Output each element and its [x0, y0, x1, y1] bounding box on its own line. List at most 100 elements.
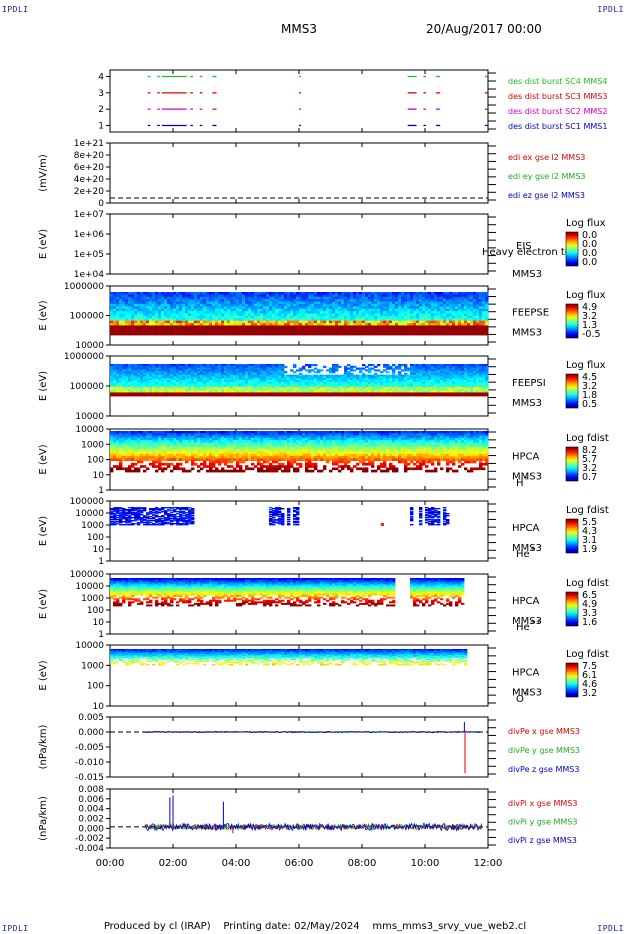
- spectrogram-cell: [314, 325, 318, 329]
- spectrogram-cell: [203, 388, 207, 392]
- spectrogram-cell: [449, 299, 453, 302]
- spectrogram-cell: [368, 301, 372, 305]
- spectrogram-cell: [197, 308, 201, 312]
- spectrogram-cell: [173, 364, 177, 367]
- spectrogram-cell: [413, 327, 417, 331]
- spectrogram-cell: [248, 371, 252, 374]
- spectrogram-cell: [458, 327, 462, 331]
- spectrogram-cell: [260, 306, 264, 310]
- spectrogram-cell: [191, 306, 195, 310]
- spectrogram-cell: [350, 292, 354, 295]
- spectrogram-cell: [131, 296, 135, 300]
- spectrogram-cell: [269, 306, 273, 310]
- spectrogram-cell: [236, 296, 240, 300]
- spectrogram-cell: [440, 378, 444, 381]
- spectrogram-cell: [266, 318, 270, 322]
- spectrogram-cell: [470, 392, 474, 395]
- spectrogram-cell: [455, 381, 459, 384]
- spectrogram-cell: [293, 327, 297, 331]
- spectrogram-cell: [203, 296, 207, 300]
- spectrogram-cell: [137, 387, 141, 390]
- spectrogram-cell: [404, 385, 408, 388]
- spectrogram-cell: [434, 394, 438, 397]
- spectrogram-cell: [431, 323, 435, 326]
- spectrogram-cell: [326, 383, 330, 386]
- spectrogram-cell: [137, 381, 141, 384]
- spectrogram-cell: [293, 392, 297, 395]
- spectrogram-cell: [134, 437, 138, 441]
- spectrogram-cell: [191, 372, 195, 376]
- spectrogram-cell: [164, 371, 168, 374]
- spectrogram-cell: [128, 372, 132, 376]
- spectrogram-cell: [467, 301, 471, 305]
- spectrogram-cell: [146, 433, 150, 436]
- spectrogram-cell: [269, 308, 273, 312]
- spectrogram-cell: [110, 390, 114, 393]
- spectrogram-cell: [296, 383, 300, 386]
- spectrogram-cell: [149, 392, 153, 395]
- spectrogram-cell: [470, 327, 474, 331]
- spectrogram-cell: [251, 294, 255, 298]
- spectrogram-cell: [197, 390, 201, 393]
- spectrogram-cell: [281, 387, 285, 390]
- spectrogram-cell: [425, 385, 429, 388]
- spectrogram-cell: [314, 380, 318, 383]
- spectrogram-cell: [140, 306, 144, 310]
- spectrogram-cell: [179, 308, 183, 312]
- spectrogram-cell: [476, 374, 480, 377]
- spectrogram-cell: [317, 301, 321, 305]
- spectrogram-cell: [221, 378, 225, 381]
- spectrogram-cell: [137, 371, 141, 374]
- spectrogram-cell: [251, 311, 255, 314]
- spectrogram-cell: [464, 332, 468, 336]
- spectrogram-cell: [284, 376, 288, 379]
- spectrogram-cell: [320, 318, 324, 322]
- spectrogram-cell: [341, 383, 345, 386]
- spectrogram-cell: [398, 372, 402, 376]
- spectrogram-cell: [260, 299, 264, 302]
- spectrogram-cell: [242, 392, 246, 395]
- spectrogram-cell: [194, 315, 198, 319]
- spectrogram-cell: [293, 325, 297, 329]
- spectrogram-cell: [365, 385, 369, 388]
- spectrogram-cell: [425, 323, 429, 326]
- spectrogram-cell: [350, 380, 354, 383]
- spectrogram-cell: [158, 292, 162, 295]
- spectrogram-cell: [401, 325, 405, 329]
- spectrogram-cell: [161, 458, 165, 462]
- spectrogram-cell: [179, 372, 183, 376]
- spectrogram-cell: [437, 387, 441, 390]
- spectrogram-cell: [239, 303, 243, 307]
- spectrogram-cell: [413, 301, 417, 305]
- spectrogram-cell: [362, 394, 366, 397]
- spectrogram-cell: [263, 306, 267, 310]
- spectrogram-cell: [467, 330, 471, 334]
- spectrogram-cell: [431, 296, 435, 300]
- spectrogram-cell: [290, 388, 294, 392]
- spectrogram-cell: [443, 320, 447, 324]
- spectrogram-cell: [377, 364, 381, 367]
- spectrogram-cell: [347, 364, 351, 367]
- spectrogram-cell: [416, 313, 420, 317]
- spectrogram-cell: [293, 387, 297, 390]
- spectrogram-cell: [233, 332, 237, 336]
- spectrogram-cell: [185, 320, 189, 324]
- spectrogram-cell: [314, 383, 318, 386]
- spectrogram-cell: [434, 306, 438, 310]
- spectrogram-cell: [398, 388, 402, 392]
- spectrogram-cell: [128, 451, 132, 455]
- spectrogram-cell: [452, 378, 456, 381]
- spectrogram-cell: [176, 325, 180, 329]
- spectrogram-cell: [410, 327, 414, 331]
- spectrogram-cell: [164, 374, 168, 377]
- spectrogram-cell: [455, 367, 459, 370]
- spectrogram-cell: [257, 383, 261, 386]
- spectrogram-cell: [338, 388, 342, 392]
- spectrogram-cell: [200, 381, 204, 384]
- spectrogram-cell: [116, 440, 120, 443]
- spectrogram-cell: [146, 446, 150, 450]
- spectrogram-cell: [254, 374, 258, 377]
- spectrogram-cell: [350, 303, 354, 307]
- spectrogram-cell: [125, 318, 129, 322]
- spectrogram-cell: [311, 325, 315, 329]
